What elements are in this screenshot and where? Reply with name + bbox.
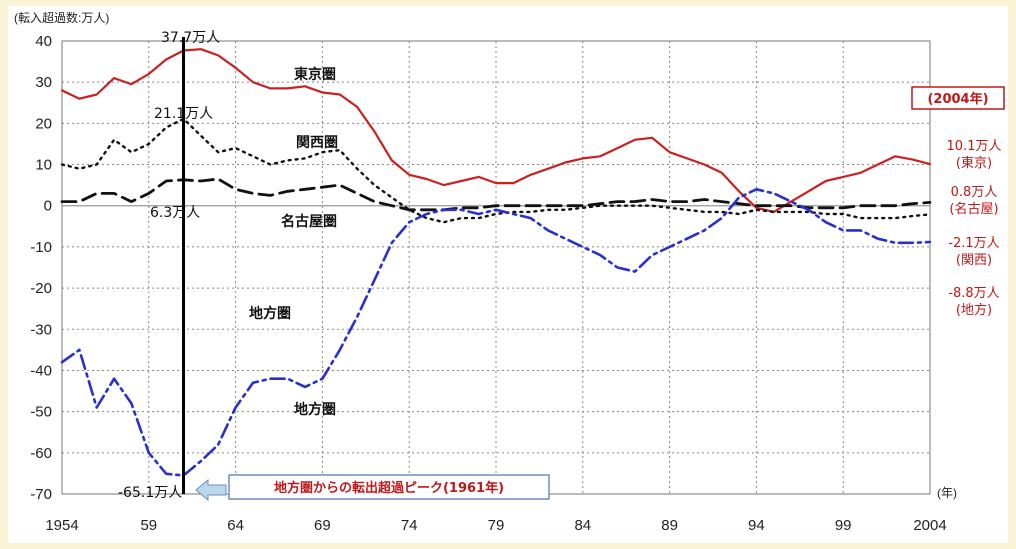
y-tick-label: -70 (30, 486, 52, 503)
x-tick-label: 79 (488, 517, 505, 534)
right-legend-value-nagoya: 0.8万人 (951, 185, 998, 200)
label-kansai: 関西圏 (296, 135, 338, 151)
x-tick-label: 74 (401, 517, 418, 534)
y-tick-label: 10 (35, 157, 52, 174)
label-nagoya: 名古屋圏 (281, 213, 337, 230)
y-tick-label: -60 (30, 445, 52, 462)
annotation-tokyo-peak: 37.7万人 (161, 30, 220, 46)
x-tick-label: 99 (835, 517, 852, 534)
x-axis-unit: (年) (937, 486, 957, 500)
right-legend-title-box (911, 86, 1005, 110)
annotation-kansai-peak: 21.1万人 (154, 106, 213, 122)
x-tick-label: 84 (574, 517, 591, 534)
y-tick-label: -10 (30, 239, 52, 256)
right-legend-region-chihou: (地方) (956, 302, 992, 318)
series-line-2 (60, 177, 932, 212)
x-tick-label: 1954 (45, 517, 78, 534)
y-tick-label: 30 (35, 74, 52, 91)
x-tick-label: 89 (661, 517, 678, 534)
right-legend-region-tokyo: (東京) (956, 155, 992, 171)
y-tick-label: 40 (35, 33, 52, 50)
callout-arrow-icon (195, 478, 227, 502)
x-tick-label: 64 (227, 517, 244, 534)
right-legend-value-chihou: -8.8万人 (948, 286, 999, 301)
x-tick-label: 69 (314, 517, 331, 534)
overlay-layer: (転入超過数:万人) (年) 37.7万人 21.1万人 6.3万人 -65.1… (14, 10, 1005, 502)
y-tick-label: 0 (44, 198, 52, 215)
y-tick-label: -50 (30, 404, 52, 421)
y-axis-label: (転入超過数:万人) (14, 10, 109, 25)
annotation-chihou-peak: -65.1万人 (118, 485, 182, 501)
right-legend-value-tokyo: 10.1万人 (947, 139, 1002, 154)
right-legend-region-kansai: (関西) (956, 253, 992, 268)
label-chihou-1: 地方圏 (249, 305, 291, 322)
label-tokyo: 東京圏 (294, 66, 336, 83)
label-chihou-2: 地方圏 (294, 401, 336, 418)
y-tick-label: -40 (30, 362, 52, 379)
x-tick-label: 94 (748, 517, 765, 534)
series-line-3 (60, 188, 932, 477)
axes: 40 30 20 10 0 -10 -20 -30 -40 -50 -60 -70 1954 59 64 69… (30, 33, 946, 534)
series-layer (60, 37, 932, 494)
callout-text: 地方圏からの転出超過ピーク(1961年) (274, 480, 504, 496)
y-tick-label: 20 (35, 115, 52, 132)
x-tick-label: 2004 (913, 517, 946, 534)
right-legend-title: (2004年) (927, 91, 988, 107)
chart-frame (8, 6, 1008, 543)
y-tick-label: -20 (30, 280, 52, 297)
series-line-1 (60, 117, 932, 224)
y-tick-label: -30 (30, 321, 52, 338)
callout-box (228, 474, 550, 500)
annotation-nagoya-peak: 6.3万人 (150, 205, 200, 221)
x-tick-label: 59 (140, 517, 157, 534)
right-legend-value-kansai: -2.1万人 (948, 236, 999, 251)
right-legend-region-nagoya: (名古屋) (949, 201, 998, 217)
